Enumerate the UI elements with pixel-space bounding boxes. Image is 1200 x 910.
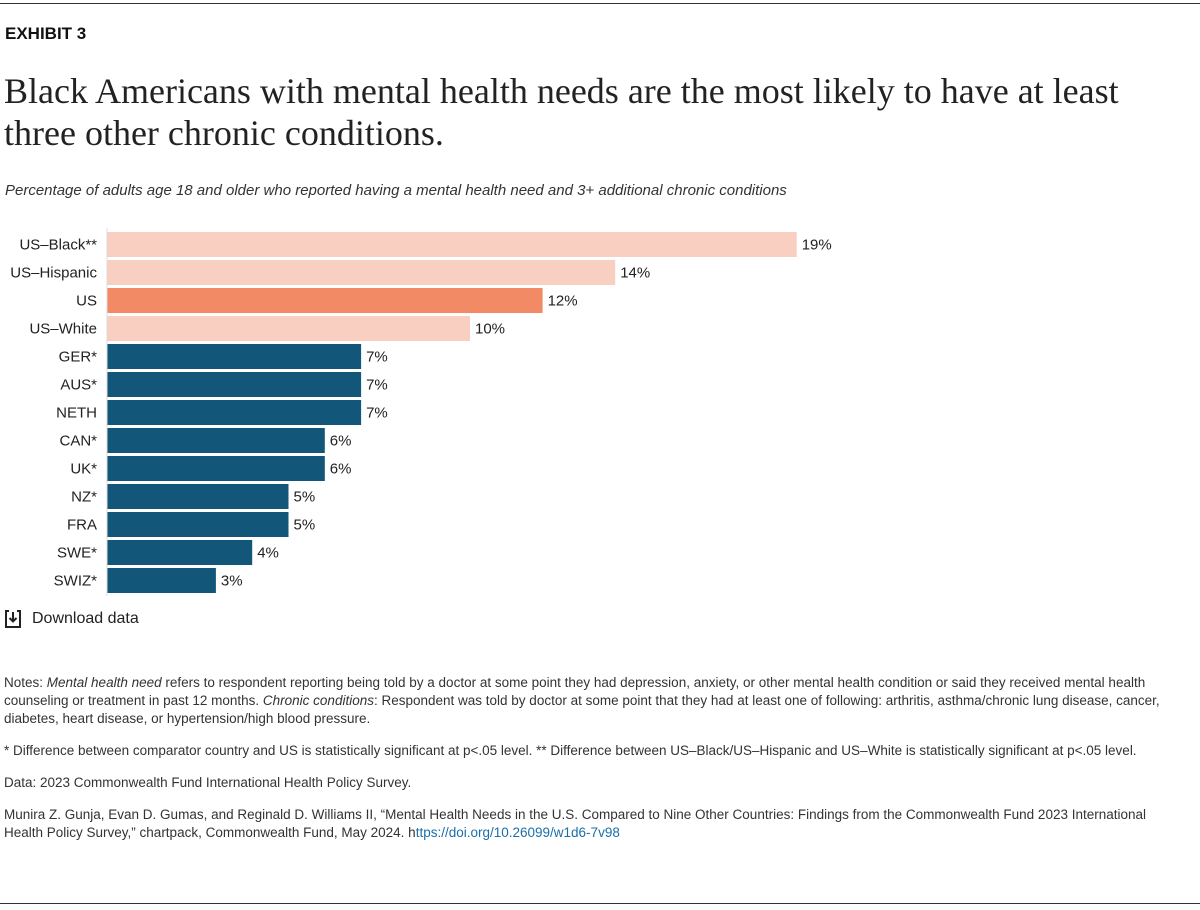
category-label: UK* [70, 461, 97, 478]
data-label: 14% [620, 265, 650, 282]
notes: Notes: Mental health need refers to resp… [4, 674, 1184, 856]
category-label: SWIZ* [54, 573, 97, 590]
category-label: US [76, 293, 97, 310]
data-label: 19% [802, 237, 832, 254]
category-label: NETH [56, 405, 97, 422]
data-label: 12% [548, 293, 578, 310]
bar [107, 316, 470, 341]
data-label: 6% [330, 433, 352, 450]
bar-chart: US–Black** 19% US–Hispanic 14% US 12% US–White… [10, 228, 832, 596]
download-data-button[interactable]: Download data [4, 609, 139, 629]
chart-subtitle: Percentage of adults age 18 and older wh… [5, 182, 787, 199]
notes-text: refers to respondent reporting being tol… [4, 675, 1146, 708]
citation-text: Munira Z. Gunja, Evan D. Gumas, and Regi… [4, 807, 1147, 840]
data-source: Data: 2023 Commonwealth Fund Internation… [4, 775, 412, 790]
bar [107, 540, 253, 565]
notes-significance: * Difference between comparator country … [4, 743, 1137, 758]
download-icon [5, 610, 21, 628]
data-label: 10% [475, 321, 505, 338]
chart-title: Black Americans with mental health needs… [4, 71, 1119, 153]
doi-link[interactable]: ttps://doi.org/10.26099/w1d6-7v98 [415, 825, 620, 840]
bar [107, 568, 216, 593]
category-label: GER* [59, 349, 98, 366]
data-label: 5% [294, 517, 316, 534]
exhibit-label: EXHIBIT 3 [5, 24, 87, 43]
category-label: AUS* [60, 377, 97, 394]
bar [107, 512, 289, 537]
data-label: 7% [366, 377, 388, 394]
download-label: Download data [32, 610, 139, 627]
notes-text: : Respondent was told by doctor at some … [4, 693, 1160, 726]
notes-term: Chronic conditions [262, 693, 374, 708]
bottom-rule [0, 903, 1200, 904]
data-label: 4% [257, 545, 279, 562]
bar [107, 344, 362, 369]
category-label: US–Hispanic [10, 265, 97, 282]
bar [107, 484, 289, 509]
data-label: 3% [221, 573, 243, 590]
category-label: SWE* [57, 545, 97, 562]
category-label: US–White [29, 321, 97, 338]
data-label: 5% [294, 489, 316, 506]
bar [107, 232, 797, 257]
data-label: 7% [366, 405, 388, 422]
category-label: US–Black** [19, 237, 97, 254]
bar [107, 372, 362, 397]
category-label: NZ* [71, 489, 97, 506]
data-label: 7% [366, 349, 388, 366]
category-label: CAN* [59, 433, 97, 450]
bar [107, 288, 543, 313]
bar [107, 428, 325, 453]
bar [107, 260, 616, 285]
bar [107, 456, 325, 481]
top-rule [0, 3, 1200, 4]
notes-definitions: Notes: Mental health need refers to resp… [4, 674, 1184, 728]
data-label: 6% [330, 461, 352, 478]
notes-term: Mental health need [46, 675, 162, 690]
notes-prefix: Notes: [4, 675, 47, 690]
citation: Munira Z. Gunja, Evan D. Gumas, and Regi… [4, 806, 1184, 842]
category-label: FRA [67, 517, 97, 534]
bar [107, 400, 362, 425]
